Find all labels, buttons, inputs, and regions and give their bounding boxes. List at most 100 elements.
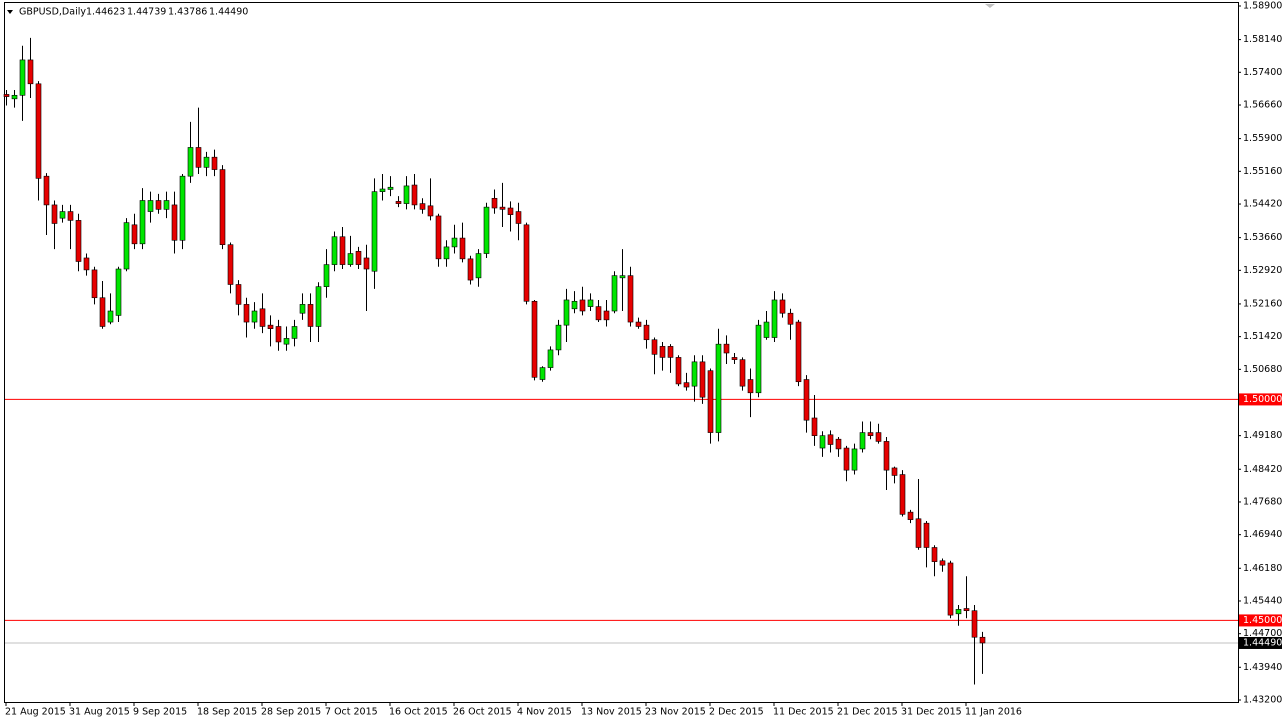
candle-body bbox=[139, 200, 146, 245]
candle-body bbox=[539, 367, 546, 380]
candle-body bbox=[323, 264, 330, 287]
candle-body bbox=[875, 432, 882, 442]
candle-body bbox=[635, 321, 642, 327]
candle-body bbox=[691, 361, 698, 387]
candle-body bbox=[379, 188, 386, 192]
candle-body bbox=[91, 269, 98, 299]
candle-body bbox=[187, 147, 194, 177]
candle-body bbox=[35, 83, 42, 179]
candle-body bbox=[19, 59, 26, 96]
candle-body bbox=[779, 299, 786, 314]
candle-body bbox=[467, 258, 474, 281]
candle-body bbox=[963, 608, 970, 612]
candle-body bbox=[947, 562, 954, 616]
candle-body bbox=[563, 299, 570, 326]
candle-body bbox=[587, 299, 594, 307]
y-tick-label: 1.55160 bbox=[1243, 166, 1282, 177]
candle-body bbox=[51, 204, 58, 224]
y-tick-label: 1.52160 bbox=[1243, 298, 1282, 309]
level-label-box bbox=[1239, 393, 1282, 406]
y-tick-label: 1.47680 bbox=[1243, 496, 1282, 507]
candle-body bbox=[979, 636, 986, 644]
candle-body bbox=[827, 434, 834, 445]
candle-body bbox=[667, 346, 674, 358]
candle-body bbox=[603, 310, 610, 321]
candle-body bbox=[723, 343, 730, 354]
candle-body bbox=[459, 237, 466, 260]
candle-body bbox=[387, 186, 394, 190]
candle-body bbox=[787, 312, 794, 325]
candle-body bbox=[819, 435, 826, 449]
candle-body bbox=[507, 207, 514, 215]
candle-body bbox=[235, 284, 242, 305]
candle-body bbox=[771, 299, 778, 338]
candle-body bbox=[683, 382, 690, 388]
ohlc-value: 1.43786 bbox=[168, 7, 207, 18]
candle-body bbox=[707, 370, 714, 433]
candle-body bbox=[419, 203, 426, 210]
candle-body bbox=[931, 547, 938, 562]
candle-body bbox=[131, 224, 138, 245]
y-tick-label: 1.43940 bbox=[1243, 662, 1282, 673]
candle-body bbox=[299, 304, 306, 314]
candle-body bbox=[435, 215, 442, 260]
candle-body bbox=[531, 300, 538, 378]
candle-body bbox=[315, 286, 322, 327]
y-tick-label: 1.50680 bbox=[1243, 364, 1282, 375]
candle-body bbox=[283, 338, 290, 345]
candle-body bbox=[3, 94, 10, 97]
candle-body bbox=[427, 205, 434, 217]
menu-arrow[interactable] bbox=[7, 10, 13, 14]
candle-body bbox=[523, 224, 530, 302]
level-label: 1.45000 bbox=[1243, 615, 1282, 626]
candle-body bbox=[835, 438, 842, 450]
candle-body bbox=[923, 522, 930, 548]
y-tick-label: 1.55900 bbox=[1243, 133, 1282, 144]
y-tick-label: 1.46180 bbox=[1243, 563, 1282, 574]
y-tick-label: 1.43200 bbox=[1243, 695, 1282, 706]
candle-body bbox=[11, 94, 18, 100]
candle-body bbox=[475, 253, 482, 279]
candle-body bbox=[243, 304, 250, 323]
x-tick-label: 18 Sep 2015 bbox=[197, 707, 257, 718]
candle-body bbox=[915, 518, 922, 548]
candle-body bbox=[515, 211, 522, 224]
y-tick-label: 1.56660 bbox=[1243, 100, 1282, 111]
candle-body bbox=[955, 609, 962, 615]
candle-body bbox=[619, 275, 626, 279]
candle-body bbox=[347, 253, 354, 265]
x-tick-label: 4 Nov 2015 bbox=[517, 707, 572, 718]
candle-body bbox=[291, 326, 298, 339]
candle-body bbox=[803, 379, 810, 421]
candle-body bbox=[715, 343, 722, 433]
candle-body bbox=[147, 200, 154, 212]
candle-body bbox=[611, 275, 618, 312]
candle-body bbox=[155, 200, 162, 210]
candle-body bbox=[595, 306, 602, 321]
level-label-box bbox=[1239, 636, 1282, 649]
candle-body bbox=[579, 299, 586, 312]
candle-body bbox=[307, 304, 314, 327]
candle-body bbox=[675, 357, 682, 385]
candle-body bbox=[259, 308, 266, 327]
candle-body bbox=[747, 379, 754, 394]
candle-body bbox=[451, 237, 458, 248]
candle-body bbox=[107, 310, 114, 323]
candle-body bbox=[811, 417, 818, 436]
y-tick-label: 1.44700 bbox=[1243, 628, 1282, 639]
candle-body bbox=[267, 324, 274, 329]
candle-body bbox=[59, 211, 66, 219]
y-tick-label: 1.58900 bbox=[1243, 1, 1282, 12]
x-tick-label: 11 Dec 2015 bbox=[773, 707, 834, 718]
x-tick-label: 9 Sep 2015 bbox=[133, 707, 187, 718]
candle-body bbox=[843, 447, 850, 471]
y-tick-label: 1.57400 bbox=[1243, 67, 1282, 78]
candle-body bbox=[179, 175, 186, 241]
candle-body bbox=[739, 359, 746, 387]
candle-body bbox=[731, 357, 738, 360]
x-tick-label: 21 Aug 2015 bbox=[5, 707, 66, 718]
candle-body bbox=[491, 197, 498, 209]
